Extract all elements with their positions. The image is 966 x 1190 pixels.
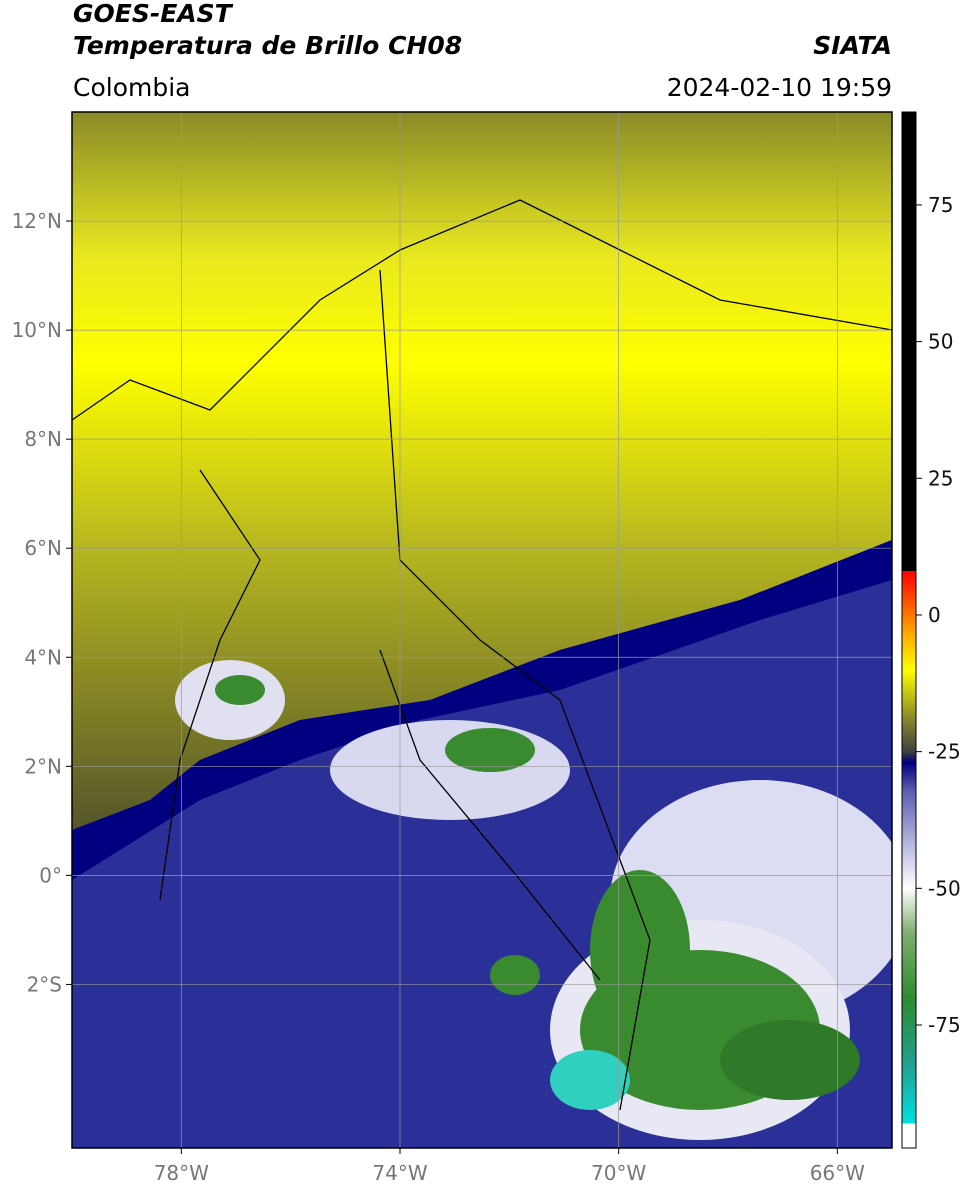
source: SIATA (813, 31, 892, 60)
colorbar-tick-label: 50 (928, 330, 953, 354)
colorbar-tick-label: -75 (928, 1013, 961, 1037)
satellite-image (72, 112, 892, 1148)
datetime: 2024-02-10 19:59 (667, 73, 892, 102)
colorbar-tick-label: -25 (928, 740, 961, 764)
colorbar-tick-label: 75 (928, 193, 953, 217)
y-tick-label: 8°N (24, 427, 62, 451)
x-tick-label: 66°W (810, 1161, 865, 1185)
subtitle: Temperatura de Brillo CH08 (73, 31, 462, 60)
x-tick-label: 78°W (154, 1161, 209, 1185)
y-tick-label: 10°N (12, 318, 62, 342)
y-tick-label: 4°N (24, 645, 62, 669)
title: GOES-EAST (73, 0, 234, 28)
colorbar-tick-label: -50 (928, 876, 961, 900)
colorbar-tick-label: 25 (928, 466, 953, 490)
y-tick-label: 2°N (24, 754, 62, 778)
y-tick-label: 6°N (24, 536, 62, 560)
colorbar-tick-label: 0 (928, 603, 941, 627)
y-tick-label: 2°S (27, 972, 62, 996)
colorbar (901, 111, 917, 1149)
y-tick-label: 12°N (12, 209, 62, 233)
map-frame (71, 111, 893, 1149)
y-tick-label: 0° (39, 863, 62, 887)
region: Colombia (73, 73, 190, 102)
x-tick-label: 74°W (372, 1161, 427, 1185)
x-tick-label: 70°W (591, 1161, 646, 1185)
